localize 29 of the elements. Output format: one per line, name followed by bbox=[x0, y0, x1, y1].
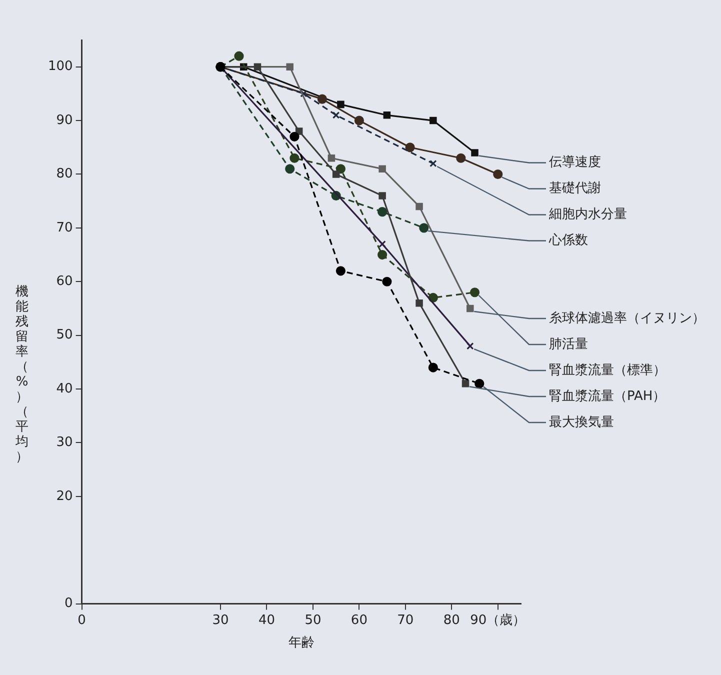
x-tick-label: 30 bbox=[212, 612, 229, 628]
x-tick-label: 50 bbox=[304, 612, 322, 628]
x-tick-label: 40 bbox=[258, 612, 276, 628]
y-tick-label: 70 bbox=[56, 220, 73, 236]
x-tick-label: 90（歳） bbox=[470, 612, 526, 628]
x-tick-label: 80 bbox=[443, 612, 460, 628]
text: 腎血漿流量（PAH） bbox=[549, 388, 666, 404]
y-tick-label: 100 bbox=[48, 59, 73, 74]
text: 機能残留率（%）（平均） bbox=[16, 284, 28, 464]
x-tick-label: 60 bbox=[350, 612, 368, 628]
x-axis-title: 年齢 bbox=[288, 636, 314, 651]
y-tick-label: 50 bbox=[56, 328, 73, 343]
x-tick-label: 70 bbox=[397, 612, 414, 628]
text: 肺活量 bbox=[549, 336, 588, 352]
text: 最大換気量 bbox=[549, 414, 614, 430]
y-tick-label: 80 bbox=[56, 166, 73, 182]
text: 糸球体濾過率（イヌリン） bbox=[549, 310, 705, 326]
text: 伝導速度 bbox=[549, 154, 601, 170]
y-tick-label: 40 bbox=[56, 381, 73, 396]
text: 細胞内水分量 bbox=[548, 207, 627, 222]
y-tick-label: 60 bbox=[56, 274, 73, 290]
y-tick-label: 90 bbox=[56, 112, 73, 128]
text: 心係数 bbox=[548, 232, 588, 248]
text: 基礎代謝 bbox=[549, 181, 601, 196]
y-tick-label: 0 bbox=[64, 596, 73, 612]
y-tick-label: 20 bbox=[56, 488, 73, 504]
text: 腎血漿流量（標準） bbox=[549, 362, 666, 378]
x-tick-label: 0 bbox=[78, 612, 86, 628]
y-tick-label: 30 bbox=[56, 435, 73, 450]
